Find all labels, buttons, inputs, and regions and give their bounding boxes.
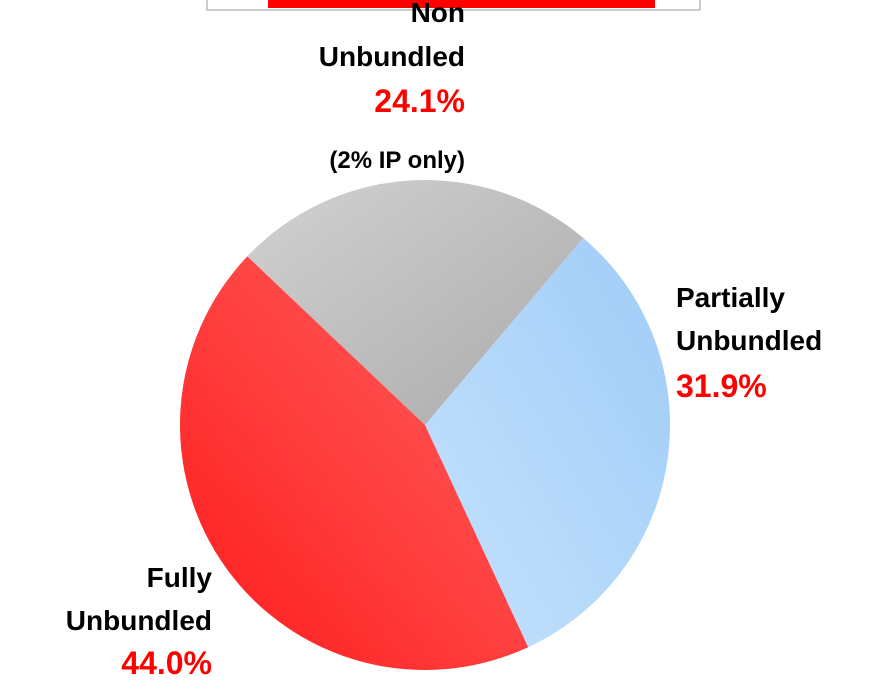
category-label: Partially Unbundled: [676, 282, 822, 356]
category-label: Non Unbundled: [319, 0, 465, 72]
value-label: 44.0%: [121, 645, 212, 681]
top-bar: [268, 0, 655, 8]
value-label: 24.1%: [374, 83, 465, 119]
pie-slice: [247, 179, 584, 425]
pie-slice: [180, 256, 529, 670]
category-label: Fully Unbundled: [66, 562, 213, 636]
value-label: 31.9%: [676, 368, 767, 404]
annotation: (2% IP only): [329, 147, 465, 174]
pie-slice: [425, 238, 670, 648]
